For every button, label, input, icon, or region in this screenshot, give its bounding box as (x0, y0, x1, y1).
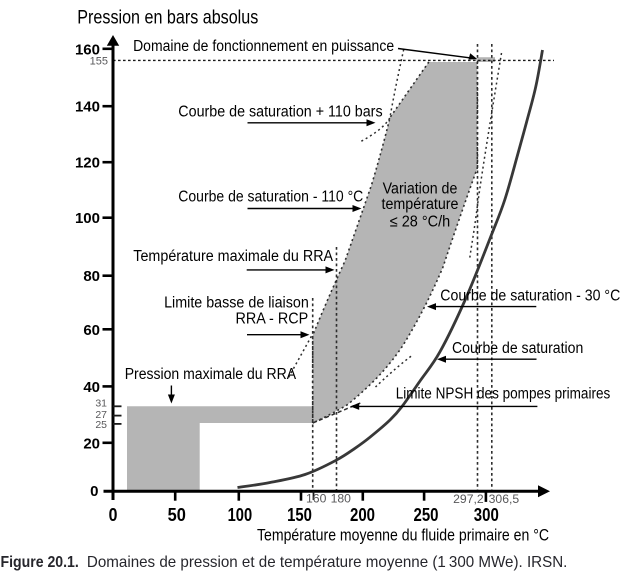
svg-text:Température moyenne du fluide: Température moyenne du fluide primaire e… (257, 527, 549, 545)
svg-text:100: 100 (75, 210, 100, 227)
svg-text:température: température (382, 196, 459, 213)
svg-text:Limite basse de liaison: Limite basse de liaison (164, 295, 309, 312)
svg-text:180: 180 (331, 492, 352, 506)
svg-text:250: 250 (414, 505, 439, 525)
svg-text:0: 0 (109, 505, 118, 525)
svg-text:20: 20 (83, 435, 100, 452)
svg-text:Courbe de saturation + 110 bar: Courbe de saturation + 110 bars (178, 103, 383, 120)
svg-text:Courbe de saturation - 30 °C: Courbe de saturation - 30 °C (440, 288, 620, 305)
svg-text:Température maximale du RRA: Température maximale du RRA (133, 248, 333, 265)
svg-text:Domaine de fonctionnement en p: Domaine de fonctionnement en puissance (133, 38, 394, 55)
svg-text:Pression maximale du RRA: Pression maximale du RRA (125, 366, 297, 383)
svg-text:160: 160 (306, 492, 327, 506)
svg-text:50: 50 (168, 505, 186, 525)
svg-text:120: 120 (75, 155, 100, 172)
svg-text:31: 31 (95, 397, 107, 409)
svg-text:155: 155 (90, 56, 108, 68)
svg-text:Courbe de saturation - 110 °C: Courbe de saturation - 110 °C (178, 189, 363, 206)
svg-text:≤ 28 °C/h: ≤ 28 °C/h (390, 213, 450, 230)
svg-text:60: 60 (83, 322, 100, 339)
svg-text:200: 200 (350, 505, 375, 525)
svg-text:160: 160 (75, 41, 100, 58)
svg-text:27: 27 (95, 409, 107, 421)
svg-text:Figure 20.1.Domaines de pressi: Figure 20.1. Domaines de pression et de t… (1, 554, 568, 571)
svg-text:150: 150 (287, 505, 312, 525)
svg-text:40: 40 (83, 379, 100, 396)
svg-text:306,5: 306,5 (489, 492, 520, 506)
svg-text:Variation de: Variation de (383, 180, 458, 197)
svg-text:Limite NPSH des pompes primair: Limite NPSH des pompes primaires (396, 385, 611, 402)
svg-text:297,2: 297,2 (453, 492, 484, 506)
svg-text:140: 140 (75, 99, 100, 116)
svg-text:0: 0 (90, 483, 98, 500)
svg-text:Pression en bars absolus: Pression en bars absolus (77, 7, 258, 29)
svg-text:80: 80 (83, 268, 100, 285)
svg-text:25: 25 (95, 419, 107, 431)
svg-text:RRA - RCP: RRA - RCP (236, 311, 309, 328)
svg-text:300: 300 (474, 505, 499, 525)
svg-text:Courbe de saturation: Courbe de saturation (452, 340, 583, 357)
svg-text:100: 100 (228, 505, 253, 525)
